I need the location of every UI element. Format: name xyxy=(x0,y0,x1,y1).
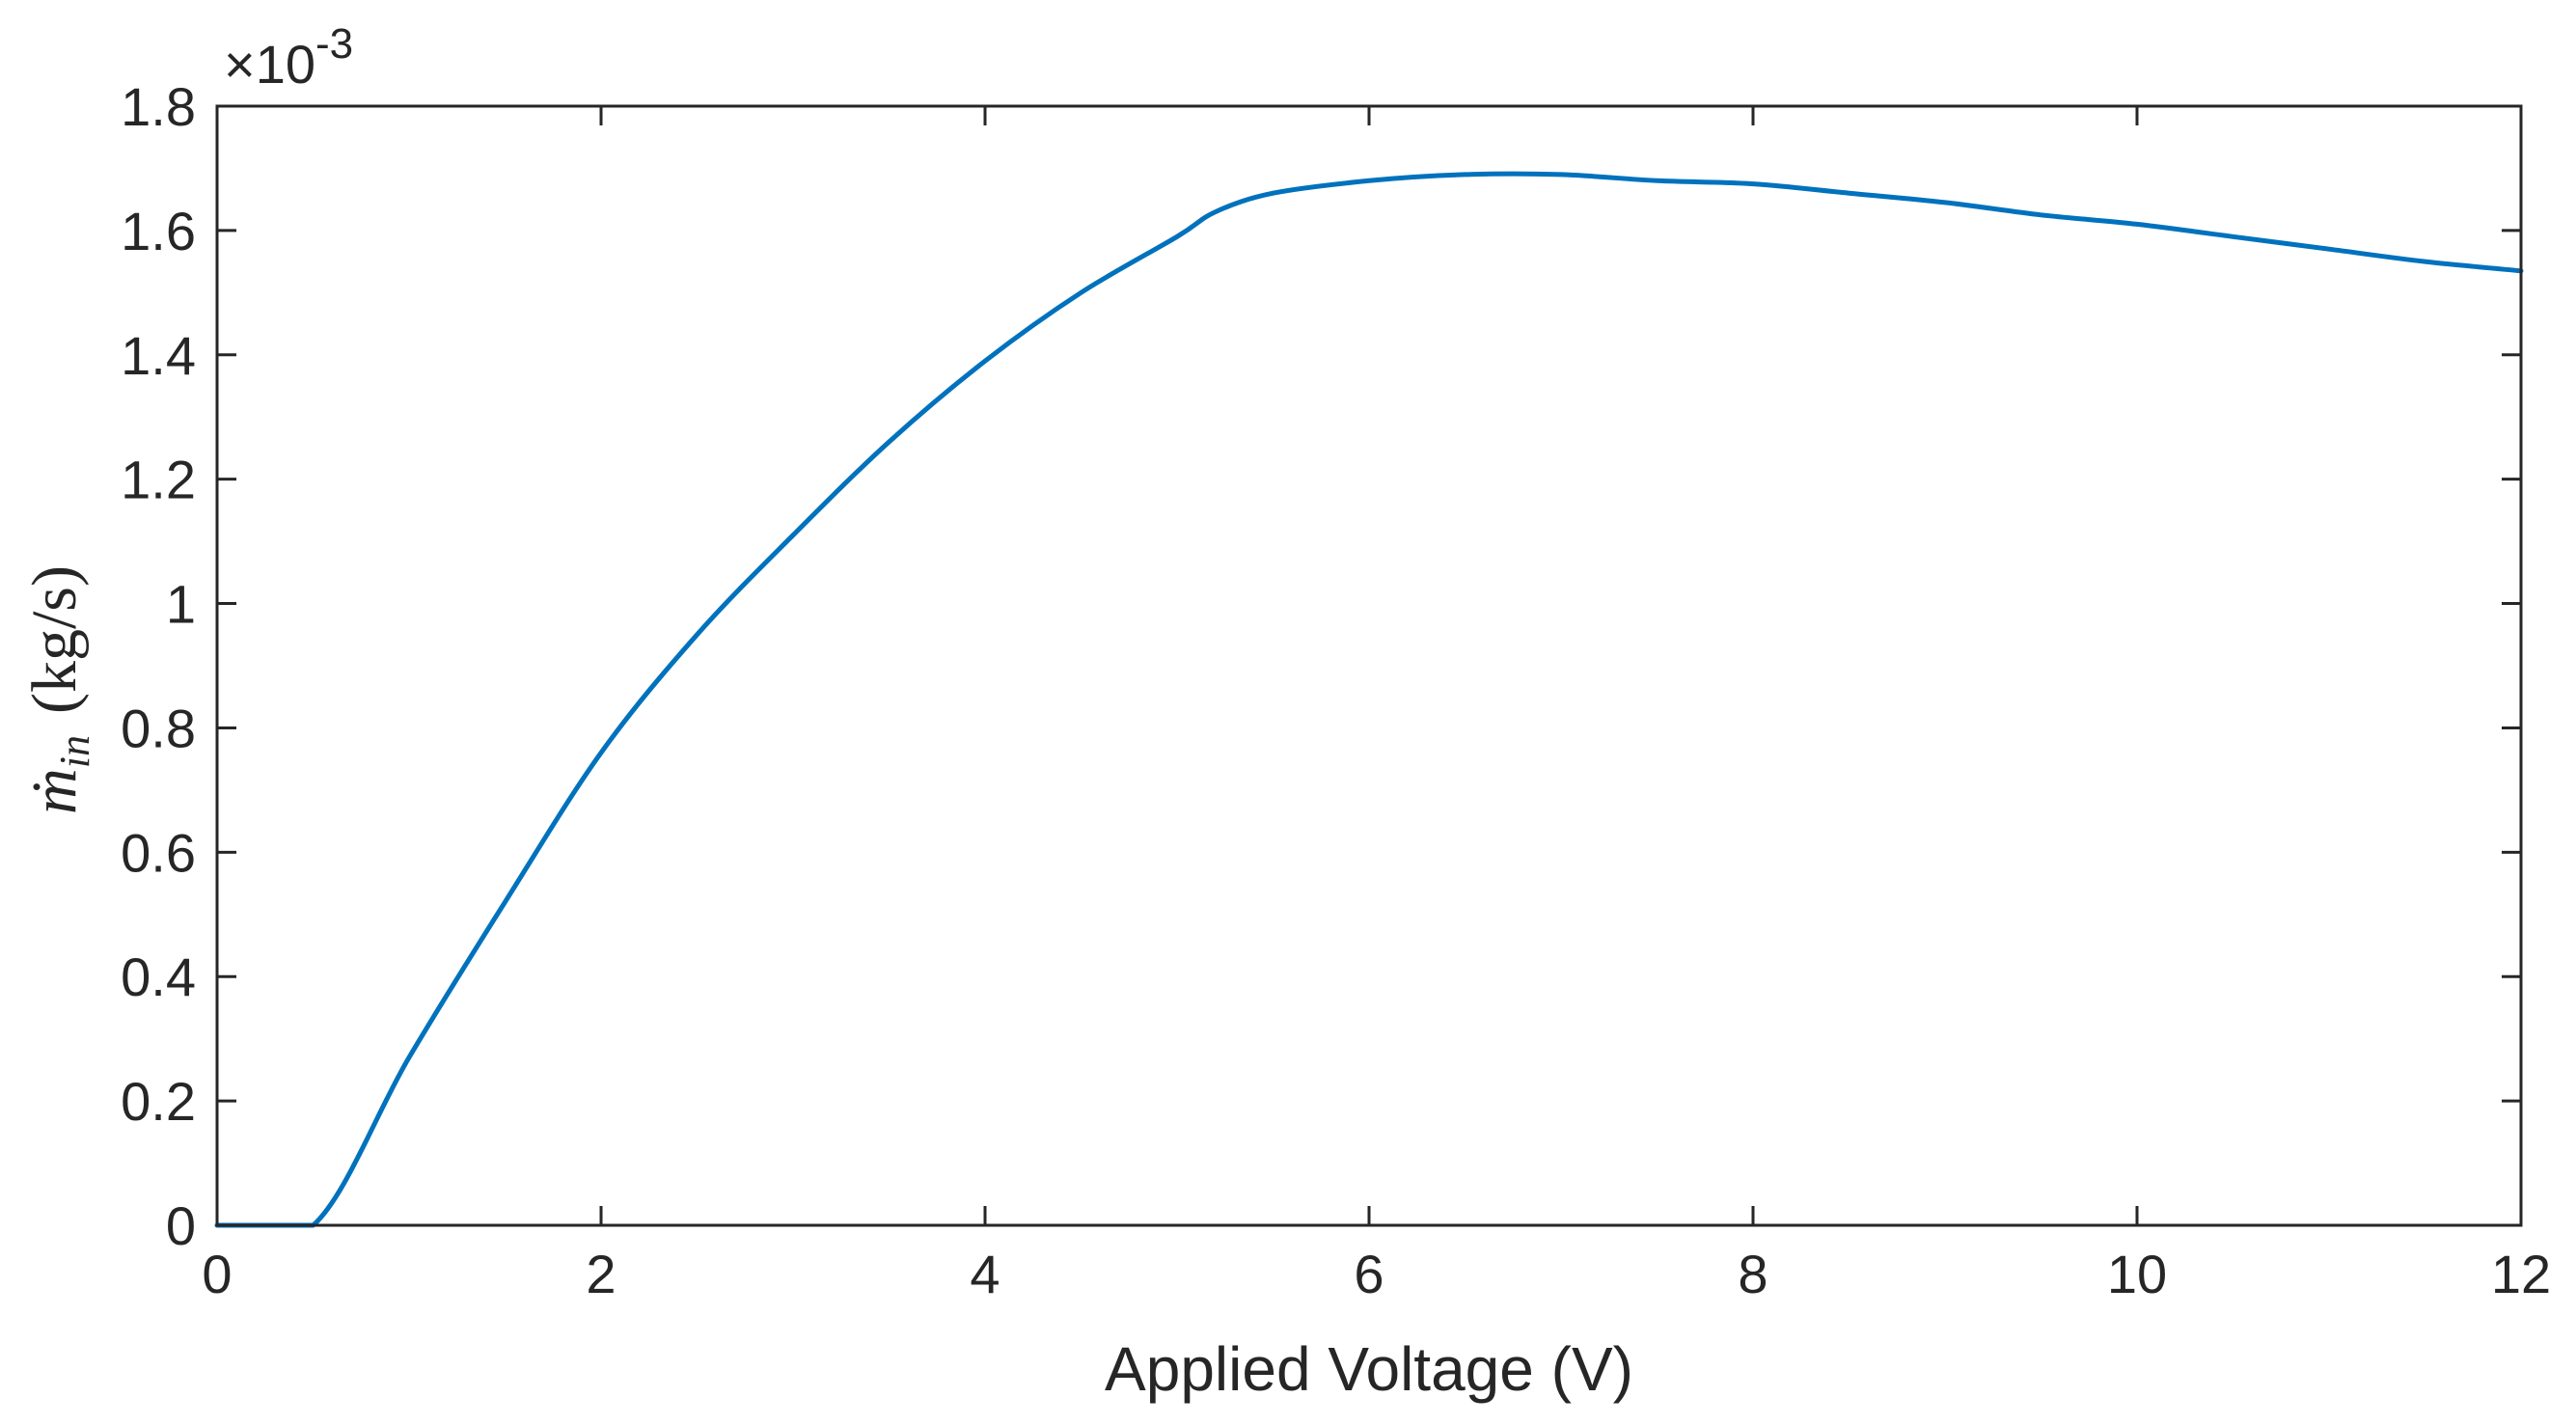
y-axis-exponent: ×10-3 xyxy=(224,20,353,95)
y-tick-label: 0.2 xyxy=(121,1071,196,1132)
plot-frame xyxy=(215,104,2523,1227)
x-tick-label: 8 xyxy=(1738,1244,1768,1304)
y-tick-label: 0.8 xyxy=(121,698,196,758)
y-tick-label: 0 xyxy=(166,1195,196,1256)
x-tick-label: 4 xyxy=(970,1244,1000,1304)
series-layer xyxy=(214,171,2524,1228)
x-tick-label: 2 xyxy=(586,1244,616,1304)
y-tick-label: 1.4 xyxy=(121,325,196,386)
y-axis-symbol: ṁ xyxy=(19,768,90,814)
y-exponent-prefix: ×10 xyxy=(224,34,315,95)
x-tick-label: 0 xyxy=(202,1244,232,1304)
x-tick-label: 12 xyxy=(2491,1244,2551,1304)
y-axis-subscript: in xyxy=(51,735,98,768)
y-tick-label: 1.8 xyxy=(121,76,196,137)
svg-text:ṁin(kg/s): ṁin (kg/s) xyxy=(19,565,98,814)
y-tick-label: 1.2 xyxy=(121,450,196,510)
y-axis-unit: (kg/s) xyxy=(19,565,90,714)
series-line xyxy=(214,171,2524,1228)
x-tick-label: 10 xyxy=(2107,1244,2167,1304)
x-tick-label: 6 xyxy=(1354,1244,1384,1304)
y-tick-label: 1.6 xyxy=(121,201,196,261)
y-tick-label: 0.4 xyxy=(121,946,196,1007)
y-exponent-power: -3 xyxy=(315,20,353,68)
y-tick-label: 1 xyxy=(166,574,196,635)
y-axis-title: ṁin (kg/s) xyxy=(19,565,98,814)
x-axis-title: Applied Voltage (V) xyxy=(1105,1334,1633,1404)
tick-labels-layer: 0 2 4 6 8 10 12 0 0.2 0.4 0.6 0.8 1 1.2 1.4 1.6 1.8 xyxy=(121,76,2551,1304)
y-tick-label: 0.6 xyxy=(121,822,196,883)
